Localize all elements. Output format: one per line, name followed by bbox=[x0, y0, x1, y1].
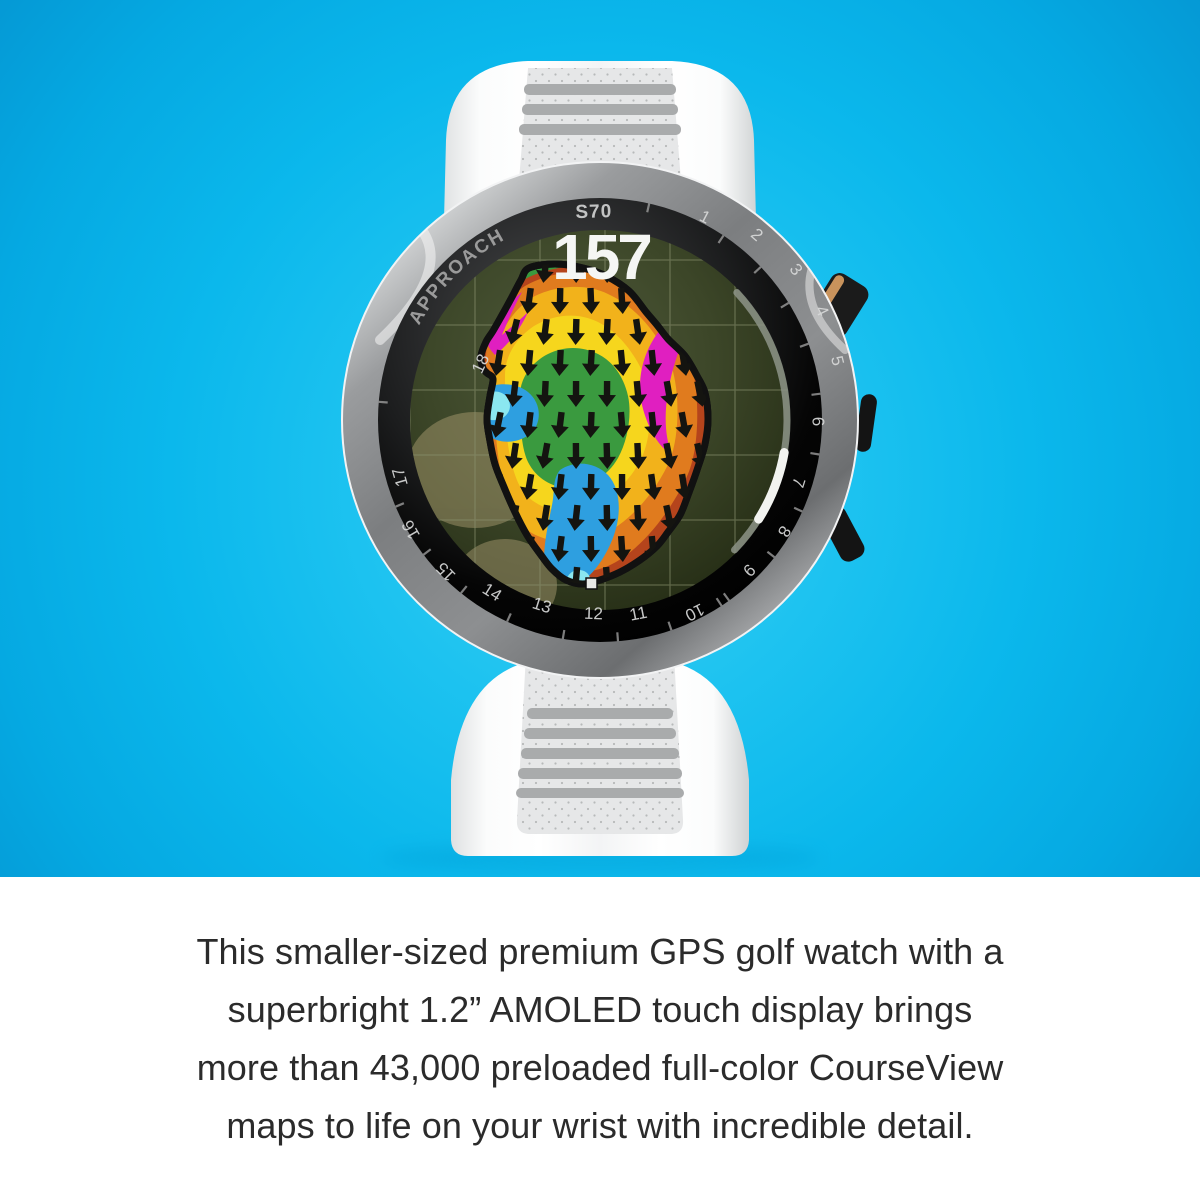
svg-text:S70: S70 bbox=[575, 201, 612, 223]
svg-text:12: 12 bbox=[584, 604, 604, 624]
svg-text:11: 11 bbox=[628, 603, 649, 625]
svg-text:6: 6 bbox=[809, 417, 828, 427]
svg-text:157: 157 bbox=[552, 221, 650, 293]
